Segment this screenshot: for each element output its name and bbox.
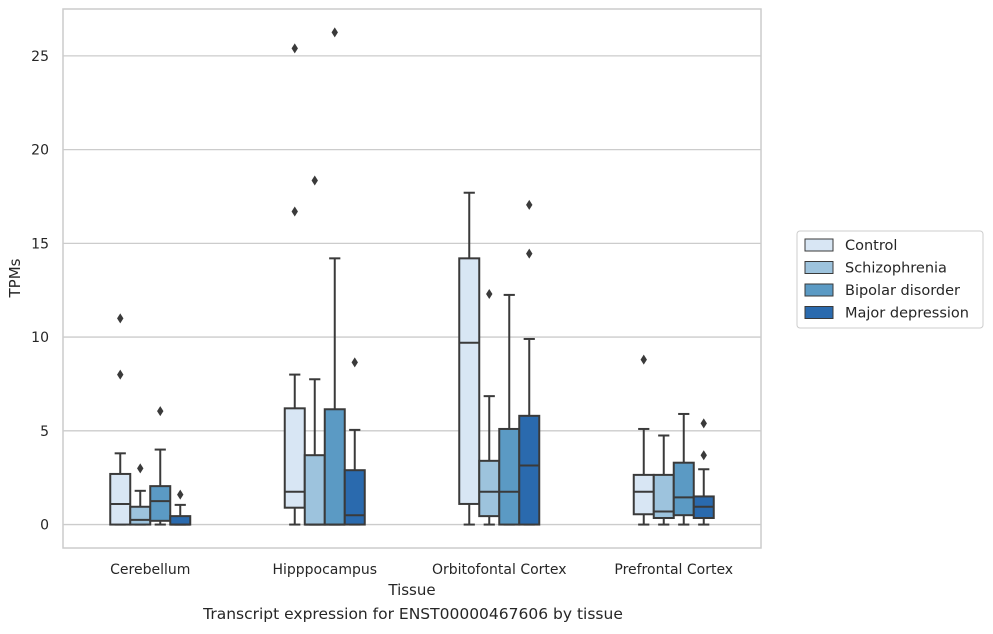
x-tick-labels: Cerebellum Hipppocampus Orbitofontal Corte… bbox=[110, 562, 733, 578]
outlier-point bbox=[700, 450, 707, 461]
legend-swatch bbox=[804, 306, 834, 319]
y-axis-label: TPMs bbox=[6, 258, 24, 298]
outlier-point bbox=[311, 175, 318, 186]
y-tick-label: 20 bbox=[31, 143, 49, 159]
box-bipolar-disorder bbox=[149, 406, 172, 526]
box-layer bbox=[109, 27, 715, 526]
box-body bbox=[518, 414, 541, 526]
box-control bbox=[458, 191, 481, 526]
outlier-point bbox=[351, 357, 358, 368]
y-tick-labels: 0 5 10 15 20 25 bbox=[31, 49, 49, 534]
box-major-depression bbox=[343, 357, 366, 526]
legend-swatch bbox=[804, 238, 834, 252]
grid-lines bbox=[63, 55, 761, 526]
box-body bbox=[129, 505, 152, 526]
y-tick-label: 10 bbox=[31, 330, 49, 346]
box-bipolar-disorder bbox=[672, 412, 695, 526]
outlier-point bbox=[291, 206, 298, 217]
y-tick-label: 5 bbox=[40, 424, 49, 440]
box-body bbox=[672, 461, 695, 517]
box-body bbox=[283, 407, 306, 509]
legend-label: Schizophrenia bbox=[845, 261, 947, 277]
y-tick-label: 25 bbox=[31, 49, 49, 65]
legend-swatch bbox=[804, 261, 834, 274]
outlier-point bbox=[526, 248, 533, 259]
box-schizophrenia bbox=[303, 175, 326, 526]
outlier-point bbox=[640, 354, 647, 365]
box-schizophrenia bbox=[652, 434, 675, 526]
box-schizophrenia bbox=[478, 288, 501, 526]
x-tick-label: Hipppocampus bbox=[272, 562, 377, 578]
outlier-point bbox=[117, 369, 124, 380]
outlier-point bbox=[291, 43, 298, 54]
y-tick-label: 15 bbox=[31, 236, 49, 252]
box-body bbox=[169, 515, 192, 526]
box-body bbox=[323, 408, 346, 526]
outlier-point bbox=[331, 27, 338, 38]
box-control bbox=[632, 354, 655, 526]
outlier-point bbox=[137, 463, 144, 474]
y-tick-label: 0 bbox=[40, 518, 49, 534]
box-body bbox=[109, 472, 132, 526]
legend-label: Bipolar disorder bbox=[845, 283, 960, 299]
box-body bbox=[303, 454, 326, 526]
box-control bbox=[109, 313, 132, 526]
box-bipolar-disorder bbox=[498, 293, 521, 526]
box-body bbox=[458, 257, 481, 505]
box-major-depression bbox=[169, 489, 192, 526]
outlier-point bbox=[700, 418, 707, 429]
outlier-point bbox=[526, 199, 533, 210]
outlier-point bbox=[177, 489, 184, 500]
box-body bbox=[343, 469, 366, 526]
x-axis-label: Tissue bbox=[387, 581, 435, 599]
legend-label: Major depression bbox=[845, 306, 969, 322]
legend-frame bbox=[796, 230, 984, 329]
box-major-depression bbox=[692, 418, 715, 526]
x-tick-label: Orbitofontal Cortex bbox=[432, 562, 567, 578]
box-body bbox=[632, 473, 655, 516]
outlier-point bbox=[157, 406, 164, 417]
box-control bbox=[283, 43, 306, 526]
box-major-depression bbox=[518, 199, 541, 526]
x-tick-label: Cerebellum bbox=[110, 562, 190, 578]
outlier-point bbox=[117, 313, 124, 324]
box-body bbox=[478, 459, 501, 518]
plot-frame bbox=[62, 8, 762, 549]
box-schizophrenia bbox=[129, 463, 152, 526]
chart-caption: Transcript expression for ENST0000046760… bbox=[203, 605, 623, 623]
box-body bbox=[149, 485, 172, 522]
box-body bbox=[498, 427, 521, 526]
legend-swatch bbox=[804, 283, 834, 297]
box-bipolar-disorder bbox=[323, 27, 346, 526]
legend: Control Schizophrenia Bipolar disorder Majo… bbox=[796, 230, 984, 329]
x-tick-label: Prefrontal Cortex bbox=[614, 562, 733, 578]
legend-label: Control bbox=[845, 238, 897, 254]
outlier-point bbox=[486, 288, 493, 299]
